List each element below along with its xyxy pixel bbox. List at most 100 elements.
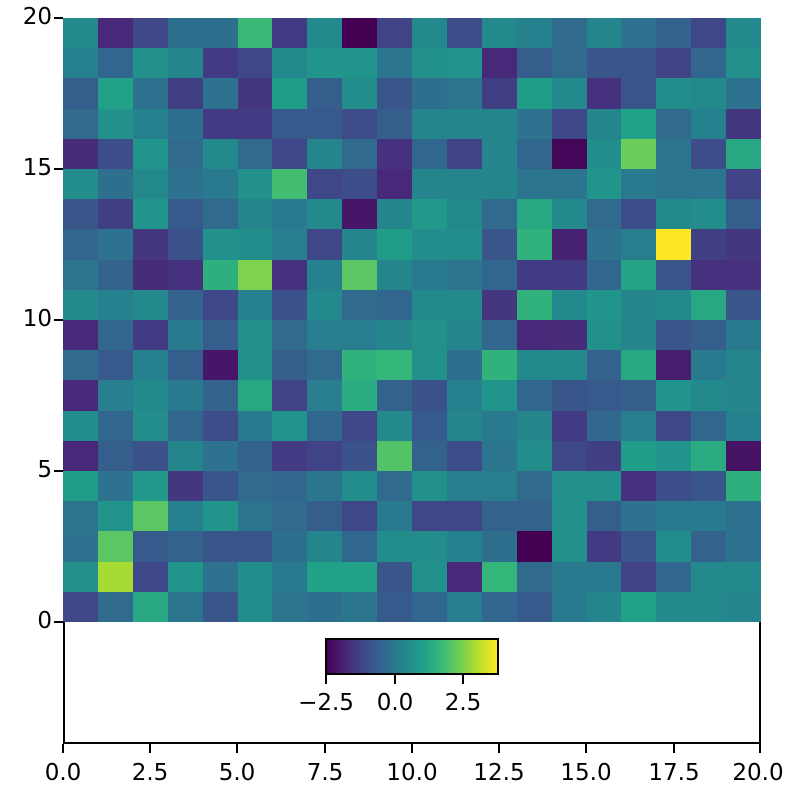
heatmap-cell xyxy=(586,531,622,562)
heatmap-cell xyxy=(237,18,273,49)
heatmap-cell xyxy=(656,199,692,230)
heatmap-cell xyxy=(342,440,378,471)
heatmap-cell xyxy=(586,259,622,290)
heatmap-cell xyxy=(307,259,343,290)
colorbar-tick-label-2-5: 2.5 xyxy=(444,690,482,716)
heatmap-cell xyxy=(516,138,552,169)
heatmap-cell xyxy=(132,531,168,562)
heatmap-cell xyxy=(342,78,378,109)
heatmap-cell xyxy=(63,199,98,230)
heatmap-cell xyxy=(167,471,203,502)
heatmap-cell xyxy=(202,138,238,169)
x-tick-7-5 xyxy=(324,744,326,753)
heatmap-cell xyxy=(586,350,622,381)
heatmap-cell xyxy=(377,591,412,622)
heatmap-cell xyxy=(202,320,238,351)
heatmap-cell xyxy=(691,259,727,290)
heatmap-cell xyxy=(481,229,517,260)
heatmap-cell xyxy=(446,169,482,200)
heatmap-cell xyxy=(202,18,238,49)
heatmap-cell xyxy=(726,78,761,109)
heatmap-cell xyxy=(132,259,168,290)
heatmap-cell xyxy=(132,229,168,260)
heatmap-cell xyxy=(63,380,98,411)
heatmap-cell xyxy=(132,48,168,79)
heatmap-cell xyxy=(377,199,412,230)
heatmap-cell xyxy=(342,320,378,351)
heatmap-cell xyxy=(307,380,343,411)
heatmap-cell xyxy=(272,289,308,320)
heatmap-cell xyxy=(342,289,378,320)
heatmap-cell xyxy=(656,591,692,622)
heatmap-cell xyxy=(656,259,692,290)
heatmap-cell xyxy=(132,108,168,139)
colorbar-tick-neg2-5 xyxy=(325,675,327,684)
heatmap-cell xyxy=(726,471,761,502)
heatmap-cell xyxy=(237,199,273,230)
heatmap-cell xyxy=(307,48,343,79)
x-tick-2-5 xyxy=(149,744,151,753)
heatmap-cell xyxy=(481,138,517,169)
x-tick-15 xyxy=(585,744,587,753)
heatmap-cell xyxy=(132,199,168,230)
heatmap-cell xyxy=(167,320,203,351)
heatmap-cell xyxy=(377,320,412,351)
heatmap-cell xyxy=(481,531,517,562)
heatmap-cell xyxy=(97,108,133,139)
heatmap-cell xyxy=(132,320,168,351)
heatmap-cell xyxy=(202,410,238,441)
heatmap-cell xyxy=(516,501,552,532)
heatmap-cell xyxy=(272,410,308,441)
heatmap-cell xyxy=(412,410,447,441)
heatmap-cell xyxy=(586,78,622,109)
heatmap-cell xyxy=(446,410,482,441)
heatmap-cell xyxy=(446,18,482,49)
heatmap-cell xyxy=(726,108,761,139)
heatmap-cell xyxy=(621,471,657,502)
heatmap-cell xyxy=(691,320,727,351)
heatmap-cell xyxy=(63,229,98,260)
heatmap-cell xyxy=(691,471,727,502)
heatmap-cell xyxy=(132,440,168,471)
heatmap-cell xyxy=(481,471,517,502)
heatmap-cell xyxy=(202,501,238,532)
heatmap-cell xyxy=(481,410,517,441)
heatmap-cell xyxy=(307,289,343,320)
heatmap-cell xyxy=(691,229,727,260)
heatmap-cell xyxy=(656,229,692,260)
heatmap-cell xyxy=(586,501,622,532)
heatmap-cell xyxy=(237,410,273,441)
heatmap-cell xyxy=(551,410,587,441)
heatmap-cell xyxy=(202,531,238,562)
heatmap-cell xyxy=(307,471,343,502)
heatmap-cell xyxy=(621,531,657,562)
heatmap-cell xyxy=(726,380,761,411)
heatmap-cell xyxy=(132,18,168,49)
heatmap-cell xyxy=(237,440,273,471)
heatmap-cell xyxy=(656,169,692,200)
heatmap-cell xyxy=(63,259,98,290)
heatmap-cell xyxy=(202,78,238,109)
heatmap-cell xyxy=(307,410,343,441)
heatmap-cell xyxy=(97,350,133,381)
heatmap-cell xyxy=(97,591,133,622)
heatmap-cell xyxy=(446,561,482,592)
heatmap-cell xyxy=(132,561,168,592)
heatmap-cell xyxy=(377,138,412,169)
heatmap-cell xyxy=(412,78,447,109)
heatmap-cell xyxy=(481,108,517,139)
heatmap-cell xyxy=(726,440,761,471)
heatmap-cell xyxy=(551,380,587,411)
heatmap-cell xyxy=(586,591,622,622)
heatmap-cell xyxy=(516,18,552,49)
heatmap-cell xyxy=(237,350,273,381)
heatmap-cell xyxy=(377,108,412,139)
heatmap-cell xyxy=(691,48,727,79)
x-tick-label-2-5: 2.5 xyxy=(131,760,169,786)
heatmap-cell xyxy=(586,199,622,230)
heatmap-cell xyxy=(377,169,412,200)
heatmap-cell xyxy=(63,48,98,79)
heatmap-cell xyxy=(446,199,482,230)
heatmap-cell xyxy=(202,199,238,230)
